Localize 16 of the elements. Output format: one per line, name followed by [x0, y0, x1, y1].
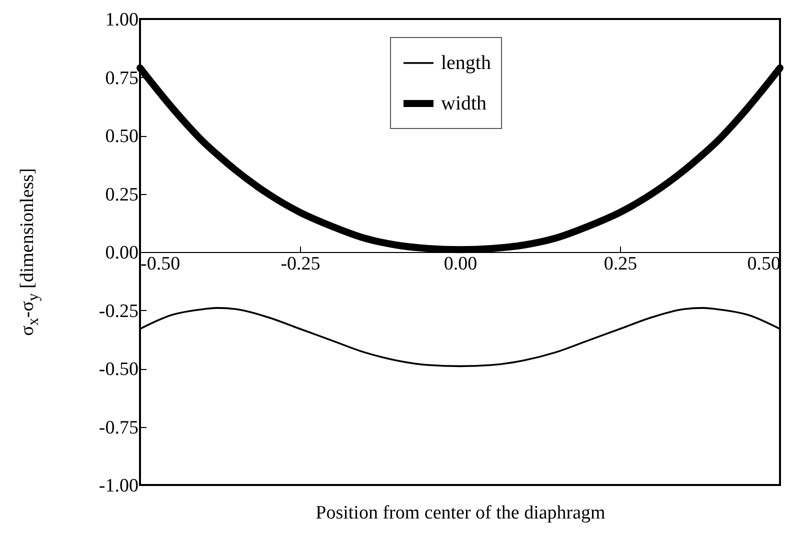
y-tick-label: 0.75: [105, 68, 138, 89]
legend-label: width: [441, 92, 487, 114]
y-tick-label: 0.25: [105, 184, 138, 206]
y-tick-label: 1.00: [105, 10, 138, 30]
x-tick-label: -0.25: [280, 254, 320, 274]
x-tick-label: 0.00: [444, 254, 478, 274]
x-tick-label: 0.50: [747, 254, 780, 274]
y-tick-label: 0.50: [105, 126, 138, 147]
y-tick-label: -0.75: [98, 417, 138, 438]
y-tick-label: -0.25: [98, 300, 138, 322]
y-tick-label: -0.50: [98, 359, 138, 380]
legend-label: length: [441, 52, 491, 74]
y-tick-label: -1.00: [98, 476, 138, 496]
x-axis-title: Position from center of the diaphragm: [316, 502, 606, 524]
x-tick-label: 0.25: [604, 254, 638, 274]
x-tick-label: -0.50: [140, 254, 180, 274]
